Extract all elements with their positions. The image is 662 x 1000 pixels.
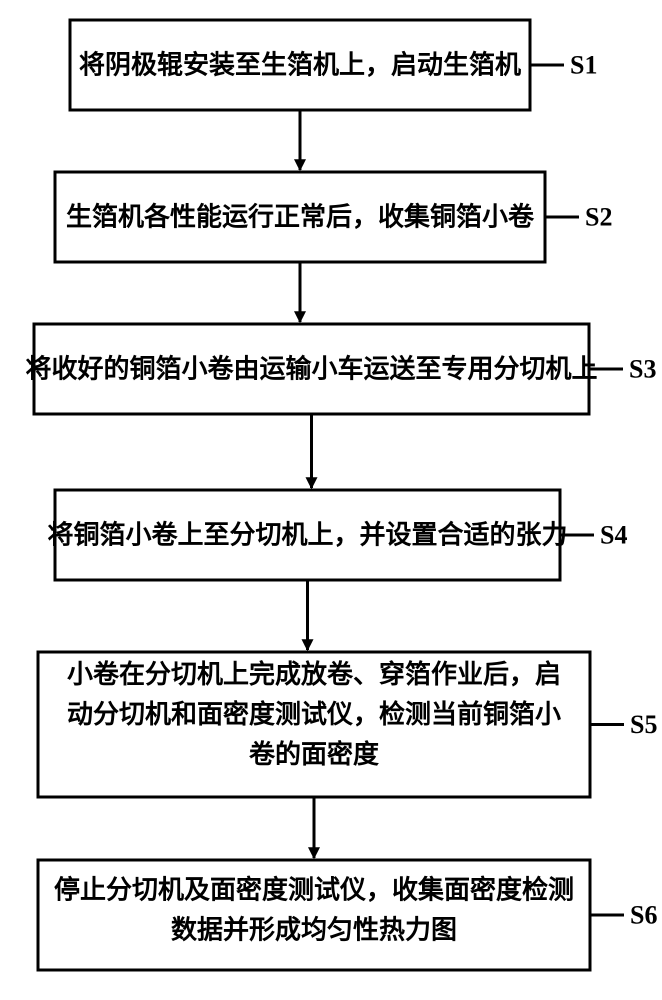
step-label-s1: S1 — [570, 51, 597, 80]
step-text-s5-line0: 小卷在分切机上完成放卷、穿箔作业后，启 — [67, 659, 561, 689]
step-label-s5: S5 — [630, 710, 657, 739]
flowchart: 将阴极辊安装至生箔机上，启动生箔机 S1 生箔机各性能运行正常后，收集铜箔小卷 S2 将… — [0, 0, 662, 1000]
step-label-s2: S2 — [585, 203, 612, 232]
step-label-s3: S3 — [629, 355, 656, 384]
step-text-s6-line0: 停止分切机及面密度测试仪，收集面密度检测 — [54, 875, 574, 905]
step-text-s2-line0: 生箔机各性能运行正常后，收集铜箔小卷 — [66, 202, 535, 232]
step-label-s4: S4 — [600, 521, 627, 550]
step-text-s4-line0: 将铜箔小卷上至分切机上，并设置合适的张力 — [47, 520, 567, 550]
step-label-s6: S6 — [630, 901, 657, 930]
step-text-s5-line2: 卷的面密度 — [249, 739, 379, 769]
step-text-s6-line1: 数据并形成均匀性热力图 — [171, 915, 457, 945]
step-text-s5-line1: 动分切机和面密度测试仪，检测当前铜箔小 — [67, 699, 561, 729]
step-text-s1-line0: 将阴极辊安装至生箔机上，启动生箔机 — [79, 50, 521, 80]
step-text-s3-line0: 将收好的铜箔小卷由运输小车运送至专用分切机上 — [25, 354, 597, 384]
